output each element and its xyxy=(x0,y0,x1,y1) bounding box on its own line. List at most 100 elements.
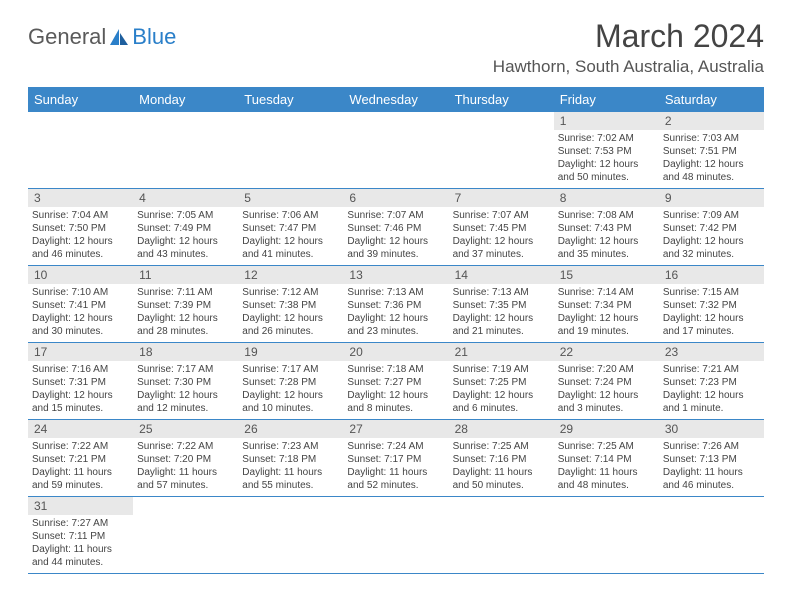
sunrise-text: Sunrise: 7:25 AM xyxy=(558,440,655,453)
calendar: SundayMondayTuesdayWednesdayThursdayFrid… xyxy=(28,87,764,574)
sunrise-text: Sunrise: 7:11 AM xyxy=(137,286,234,299)
day-cell: Sunrise: 7:22 AMSunset: 7:21 PMDaylight:… xyxy=(28,438,133,496)
daylight-text: Daylight: 11 hours and 48 minutes. xyxy=(558,466,655,492)
day-cell: Sunrise: 7:09 AMSunset: 7:42 PMDaylight:… xyxy=(659,207,764,265)
daylight-text: Daylight: 12 hours and 35 minutes. xyxy=(558,235,655,261)
day-number: 20 xyxy=(343,343,448,361)
sunset-text: Sunset: 7:20 PM xyxy=(137,453,234,466)
daylight-text: Daylight: 12 hours and 43 minutes. xyxy=(137,235,234,261)
day-number xyxy=(343,497,448,515)
day-number xyxy=(449,112,554,130)
daynum-row: 31 xyxy=(28,497,764,515)
sunset-text: Sunset: 7:27 PM xyxy=(347,376,444,389)
sunrise-text: Sunrise: 7:08 AM xyxy=(558,209,655,222)
day-cell: Sunrise: 7:10 AMSunset: 7:41 PMDaylight:… xyxy=(28,284,133,342)
day-number: 19 xyxy=(238,343,343,361)
day-number: 28 xyxy=(449,420,554,438)
day-number: 29 xyxy=(554,420,659,438)
location: Hawthorn, South Australia, Australia xyxy=(493,57,764,77)
day-number: 25 xyxy=(133,420,238,438)
day-number: 8 xyxy=(554,189,659,207)
day-number: 3 xyxy=(28,189,133,207)
daylight-text: Daylight: 11 hours and 50 minutes. xyxy=(453,466,550,492)
day-number: 2 xyxy=(659,112,764,130)
header: General Blue March 2024 Hawthorn, South … xyxy=(28,18,764,77)
sunrise-text: Sunrise: 7:24 AM xyxy=(347,440,444,453)
day-cell: Sunrise: 7:25 AMSunset: 7:14 PMDaylight:… xyxy=(554,438,659,496)
sunset-text: Sunset: 7:35 PM xyxy=(453,299,550,312)
day-number: 14 xyxy=(449,266,554,284)
sunset-text: Sunset: 7:32 PM xyxy=(663,299,760,312)
day-cell: Sunrise: 7:26 AMSunset: 7:13 PMDaylight:… xyxy=(659,438,764,496)
day-cell: Sunrise: 7:25 AMSunset: 7:16 PMDaylight:… xyxy=(449,438,554,496)
sunrise-text: Sunrise: 7:06 AM xyxy=(242,209,339,222)
sunset-text: Sunset: 7:41 PM xyxy=(32,299,129,312)
sunrise-text: Sunrise: 7:27 AM xyxy=(32,517,129,530)
sunset-text: Sunset: 7:24 PM xyxy=(558,376,655,389)
daylight-text: Daylight: 12 hours and 28 minutes. xyxy=(137,312,234,338)
sunrise-text: Sunrise: 7:04 AM xyxy=(32,209,129,222)
day-header-cell: Wednesday xyxy=(343,87,448,112)
sunrise-text: Sunrise: 7:20 AM xyxy=(558,363,655,376)
week-row: Sunrise: 7:10 AMSunset: 7:41 PMDaylight:… xyxy=(28,284,764,343)
day-number xyxy=(28,112,133,130)
sunset-text: Sunset: 7:17 PM xyxy=(347,453,444,466)
day-header-cell: Saturday xyxy=(659,87,764,112)
day-cell: Sunrise: 7:24 AMSunset: 7:17 PMDaylight:… xyxy=(343,438,448,496)
daylight-text: Daylight: 12 hours and 17 minutes. xyxy=(663,312,760,338)
daylight-text: Daylight: 11 hours and 44 minutes. xyxy=(32,543,129,569)
daylight-text: Daylight: 11 hours and 46 minutes. xyxy=(663,466,760,492)
day-number: 11 xyxy=(133,266,238,284)
day-cell: Sunrise: 7:06 AMSunset: 7:47 PMDaylight:… xyxy=(238,207,343,265)
day-header-cell: Friday xyxy=(554,87,659,112)
day-number xyxy=(238,112,343,130)
day-number: 16 xyxy=(659,266,764,284)
sunrise-text: Sunrise: 7:13 AM xyxy=(347,286,444,299)
day-cell: Sunrise: 7:21 AMSunset: 7:23 PMDaylight:… xyxy=(659,361,764,419)
logo-text-1: General xyxy=(28,24,106,50)
sunrise-text: Sunrise: 7:22 AM xyxy=(137,440,234,453)
daylight-text: Daylight: 12 hours and 37 minutes. xyxy=(453,235,550,261)
daylight-text: Daylight: 12 hours and 30 minutes. xyxy=(32,312,129,338)
daylight-text: Daylight: 12 hours and 10 minutes. xyxy=(242,389,339,415)
sunset-text: Sunset: 7:51 PM xyxy=(663,145,760,158)
day-cell: Sunrise: 7:17 AMSunset: 7:30 PMDaylight:… xyxy=(133,361,238,419)
day-number: 1 xyxy=(554,112,659,130)
daylight-text: Daylight: 12 hours and 32 minutes. xyxy=(663,235,760,261)
daylight-text: Daylight: 12 hours and 19 minutes. xyxy=(558,312,655,338)
weeks-container: 12Sunrise: 7:02 AMSunset: 7:53 PMDayligh… xyxy=(28,112,764,574)
daynum-row: 10111213141516 xyxy=(28,266,764,284)
sunrise-text: Sunrise: 7:13 AM xyxy=(453,286,550,299)
day-cell: Sunrise: 7:18 AMSunset: 7:27 PMDaylight:… xyxy=(343,361,448,419)
day-number xyxy=(133,112,238,130)
day-cell: Sunrise: 7:22 AMSunset: 7:20 PMDaylight:… xyxy=(133,438,238,496)
week-row: Sunrise: 7:02 AMSunset: 7:53 PMDaylight:… xyxy=(28,130,764,189)
sunrise-text: Sunrise: 7:21 AM xyxy=(663,363,760,376)
daylight-text: Daylight: 12 hours and 6 minutes. xyxy=(453,389,550,415)
sunrise-text: Sunrise: 7:02 AM xyxy=(558,132,655,145)
day-cell: Sunrise: 7:20 AMSunset: 7:24 PMDaylight:… xyxy=(554,361,659,419)
sunrise-text: Sunrise: 7:07 AM xyxy=(347,209,444,222)
logo-text-2: Blue xyxy=(132,24,176,50)
day-number xyxy=(554,497,659,515)
daylight-text: Daylight: 12 hours and 41 minutes. xyxy=(242,235,339,261)
sunrise-text: Sunrise: 7:25 AM xyxy=(453,440,550,453)
day-number: 6 xyxy=(343,189,448,207)
day-cell: Sunrise: 7:02 AMSunset: 7:53 PMDaylight:… xyxy=(554,130,659,188)
daylight-text: Daylight: 11 hours and 57 minutes. xyxy=(137,466,234,492)
sunset-text: Sunset: 7:47 PM xyxy=(242,222,339,235)
day-cell: Sunrise: 7:27 AMSunset: 7:11 PMDaylight:… xyxy=(28,515,133,573)
day-cell: Sunrise: 7:13 AMSunset: 7:35 PMDaylight:… xyxy=(449,284,554,342)
sunset-text: Sunset: 7:53 PM xyxy=(558,145,655,158)
day-cell: Sunrise: 7:12 AMSunset: 7:38 PMDaylight:… xyxy=(238,284,343,342)
day-number: 27 xyxy=(343,420,448,438)
daylight-text: Daylight: 12 hours and 12 minutes. xyxy=(137,389,234,415)
day-cell xyxy=(449,130,554,188)
daynum-row: 24252627282930 xyxy=(28,420,764,438)
day-number: 21 xyxy=(449,343,554,361)
day-number: 26 xyxy=(238,420,343,438)
daylight-text: Daylight: 12 hours and 21 minutes. xyxy=(453,312,550,338)
day-number: 22 xyxy=(554,343,659,361)
day-number: 18 xyxy=(133,343,238,361)
day-header-cell: Sunday xyxy=(28,87,133,112)
